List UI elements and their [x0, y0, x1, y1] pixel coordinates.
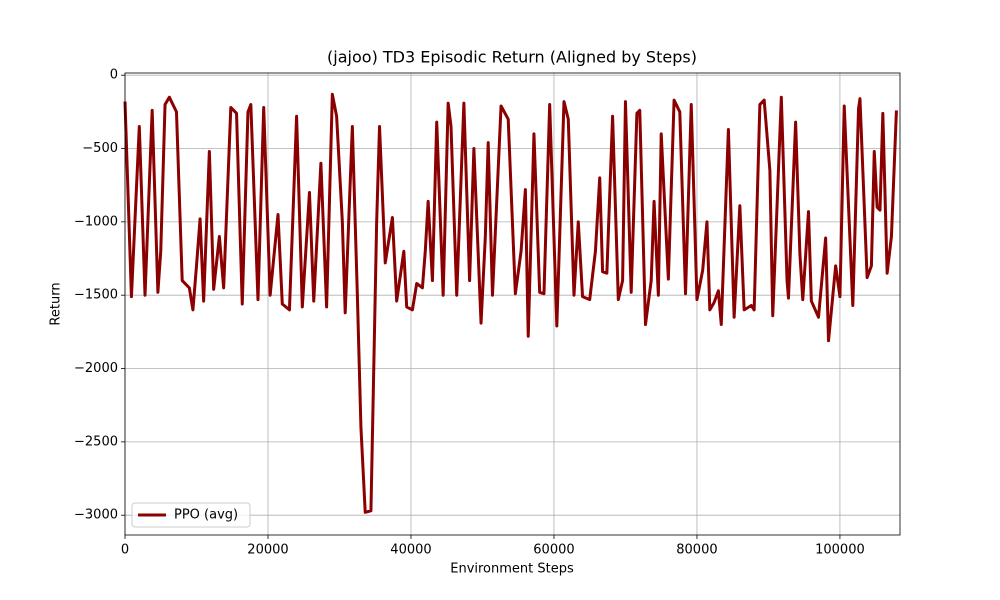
y-tick-label: −1500: [74, 288, 118, 303]
legend-label: PPO (avg): [174, 508, 238, 523]
y-tick-label: −2000: [74, 361, 118, 376]
y-tick-label: −3000: [74, 508, 118, 523]
x-tick-label: 20000: [247, 543, 288, 558]
chart-title: (jajoo) TD3 Episodic Return (Aligned by …: [327, 48, 697, 67]
x-tick-label: 60000: [533, 543, 574, 558]
x-tick-label: 40000: [390, 543, 431, 558]
x-tick-label: 100000: [815, 543, 865, 558]
y-tick-label: −1000: [74, 214, 118, 229]
y-tick-label: −500: [82, 141, 118, 156]
y-tick-label: −2500: [74, 434, 118, 449]
data-line: [123, 92, 898, 514]
y-tick-label: 0: [110, 68, 118, 83]
x-tick-label: 0: [121, 543, 129, 558]
axes-frame: [124, 72, 901, 536]
x-axis-label: Environment Steps: [450, 562, 574, 577]
x-tick-label: 80000: [676, 543, 717, 558]
legend-box: [131, 502, 251, 528]
y-axis-label: Return: [49, 282, 64, 325]
